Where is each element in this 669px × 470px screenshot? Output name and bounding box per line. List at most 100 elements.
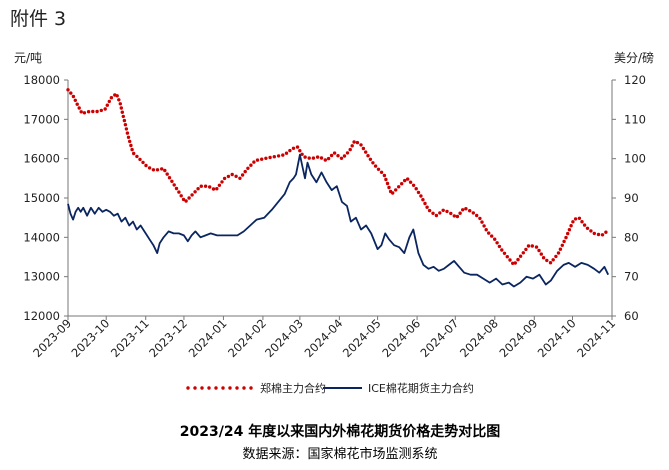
series-zce-point	[126, 135, 131, 139]
series-zce-point	[516, 257, 520, 262]
series-zce-point	[163, 168, 167, 173]
series-zce-point	[196, 187, 200, 191]
series-zce-point	[384, 177, 388, 182]
series-zce-point	[582, 223, 587, 227]
series-zce-point	[416, 190, 421, 195]
series-zce-point	[170, 179, 174, 183]
series-zce-point	[315, 155, 320, 159]
series-zce-point	[366, 154, 370, 158]
left-tick-label: 18000	[23, 73, 60, 87]
series-zce-point	[592, 231, 596, 236]
series-zce-point	[300, 152, 304, 156]
series-zce-point	[368, 157, 373, 161]
series-zce-point	[117, 98, 121, 102]
x-tick-label: 2024-05	[340, 316, 384, 360]
series-zce-point	[215, 187, 219, 191]
series-zce-point	[539, 252, 543, 256]
legend-ice-label: ICE棉花期货主力合约	[368, 381, 474, 395]
series-zce-point	[508, 258, 512, 262]
series-zce-point	[537, 248, 541, 253]
series-zce-point	[118, 102, 123, 106]
right-tick-label: 100	[624, 152, 646, 166]
series-zce-point	[455, 214, 460, 219]
series-zce-point	[379, 170, 384, 174]
series-zce-point	[217, 183, 222, 187]
series-zce-point	[511, 261, 515, 265]
series-zce-point	[130, 147, 134, 152]
x-tick-label: 2024-01	[186, 316, 230, 360]
series-zce-point	[408, 180, 413, 184]
series-zce-point	[82, 111, 87, 115]
left-tick-label: 17000	[23, 112, 60, 126]
series-zce-point	[307, 156, 311, 160]
series-zce-point	[193, 190, 197, 194]
series-zce-point	[342, 154, 347, 158]
series-zce-point	[394, 188, 398, 192]
series-zce-point	[179, 194, 183, 198]
series-zce-point	[518, 254, 523, 258]
series-zce-point	[332, 151, 337, 155]
legend-zce-dot	[221, 386, 225, 390]
legend: 郑棉主力合约 ICE棉花期货主力合约	[186, 381, 474, 395]
right-axis-unit: 美分/磅	[614, 50, 654, 65]
series-zce-point	[86, 110, 91, 114]
series-zce-point	[484, 228, 488, 232]
series-zce-point	[238, 176, 242, 180]
series-zce-point	[187, 196, 191, 200]
x-tick-label: 2023-12	[146, 316, 190, 360]
series-zce-point	[554, 254, 558, 259]
series-zce-point	[71, 94, 76, 99]
series-zce-point	[414, 187, 418, 191]
legend-zce-dot	[242, 386, 246, 390]
series-zce-point	[95, 109, 99, 114]
series-zce-point	[144, 163, 148, 168]
legend-zce-dot	[207, 386, 211, 390]
series-zce-point	[490, 234, 494, 238]
series-zce-point	[361, 146, 366, 151]
series-zce-point	[174, 186, 179, 191]
right-tick-label: 120	[624, 73, 646, 87]
series-zce-point	[397, 185, 401, 189]
x-tick-label: 2024-11	[574, 316, 618, 360]
series-zce-point	[487, 231, 491, 235]
series-zce-point	[431, 211, 435, 215]
series-zce-point	[298, 149, 302, 153]
series-zce-point	[359, 143, 363, 147]
series-zce-point	[119, 106, 124, 110]
series-zce-point	[77, 106, 81, 110]
series-zce-point	[125, 131, 130, 135]
series-zce-point	[208, 185, 212, 189]
series-zce-point	[260, 157, 264, 161]
right-tick-label: 70	[624, 270, 639, 284]
series-zce-point	[323, 158, 327, 162]
series-zce-point	[600, 233, 605, 237]
series-zce-point	[449, 211, 453, 216]
series-zce-point	[558, 247, 563, 251]
series-zce-point	[524, 247, 528, 252]
series-zce-point	[291, 146, 296, 150]
x-tick-label: 2024-10	[535, 316, 579, 360]
series-zce-point	[79, 110, 83, 114]
series-zce-point	[364, 150, 368, 154]
series-zce-point	[319, 156, 324, 160]
series-zce-point	[120, 110, 125, 114]
series-zce-point	[73, 98, 78, 103]
legend-zce-dot	[214, 386, 218, 390]
series-zce-point	[589, 229, 593, 233]
legend-zce-dot	[235, 386, 239, 390]
right-tick-label: 60	[624, 309, 639, 323]
series-zce-point	[121, 114, 126, 119]
left-axis-ticks: 18000 17000 16000 15000 14000 13000 12000	[23, 73, 68, 323]
series-zce-point	[303, 155, 307, 159]
x-axis-ticks: 2023-092023-102023-112023-122024-012024-…	[30, 316, 618, 360]
series-zce-point	[190, 193, 194, 197]
series-zce-point	[458, 211, 462, 215]
series-zce-point	[406, 177, 410, 181]
series-zce-point	[391, 191, 395, 195]
series-zce-point	[151, 168, 156, 172]
attachment-label: 附件 3	[10, 8, 66, 30]
series-zce-point	[326, 156, 331, 161]
series-zce-point	[230, 172, 234, 177]
series-zce-point	[573, 217, 578, 221]
series-zce-point	[596, 232, 601, 237]
